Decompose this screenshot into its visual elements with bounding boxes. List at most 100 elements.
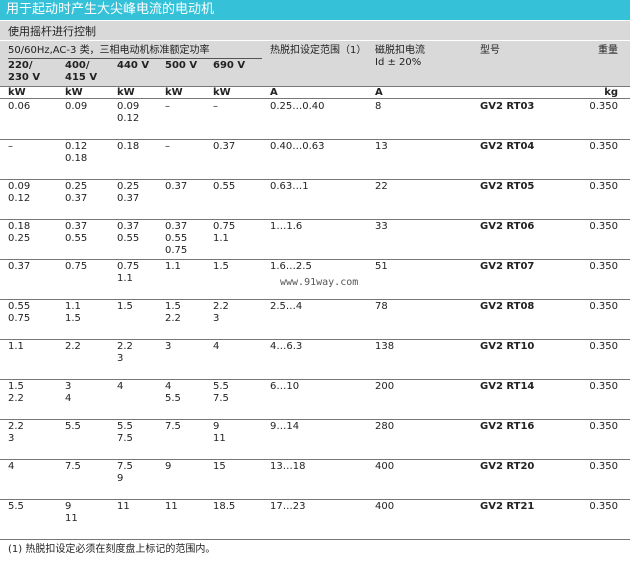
- cell: 0.09: [8, 181, 31, 192]
- row-divider: [0, 259, 630, 260]
- unit: kW: [213, 87, 231, 98]
- cell: 9…14: [270, 421, 300, 432]
- cell: 1.1: [213, 233, 229, 244]
- cell: 0.37: [165, 181, 188, 192]
- cell: 0.09: [65, 101, 88, 112]
- unit: kW: [117, 87, 135, 98]
- column-header: 230 V: [8, 72, 41, 83]
- footnote: (1) 热脱扣设定必须在刻度盘上标记的范围内。: [8, 544, 216, 555]
- cell: 5.5: [65, 421, 81, 432]
- cell: 400: [375, 461, 395, 472]
- header-band: [0, 21, 630, 86]
- group-underline: [8, 58, 262, 59]
- cell: 7.5: [117, 461, 133, 472]
- cell: 2.2: [165, 313, 181, 324]
- cell: 0.350: [589, 421, 618, 432]
- cell: 3: [65, 381, 72, 392]
- cell: 1.5: [213, 261, 229, 272]
- cell: 3: [165, 341, 172, 352]
- cell: 1.5: [165, 301, 181, 312]
- cell: 2.2: [117, 341, 133, 352]
- cell: 9: [65, 501, 72, 512]
- cell: 5.5: [117, 421, 133, 432]
- title: 用于起动时产生大尖峰电流的电动机: [6, 2, 215, 17]
- cell: 0.55: [8, 301, 31, 312]
- cell: GV2 RT05: [480, 181, 535, 192]
- watermark: www.91way.com: [280, 277, 359, 288]
- cell: 0.37: [117, 221, 140, 232]
- cell: 1.5: [8, 381, 24, 392]
- unit: kW: [165, 87, 183, 98]
- cell: 0.12: [117, 113, 140, 124]
- column-header: 重量: [598, 45, 618, 56]
- row-divider: [0, 539, 630, 540]
- cell: 22: [375, 181, 388, 192]
- cell: GV2 RT21: [480, 501, 535, 512]
- row-divider: [0, 219, 630, 220]
- cell: 4: [117, 381, 124, 392]
- row-divider: [0, 379, 630, 380]
- cell: 4: [65, 393, 72, 404]
- cell: GV2 RT08: [480, 301, 535, 312]
- cell: GV2 RT03: [480, 101, 535, 112]
- cell: 1.6…2.5: [270, 261, 312, 272]
- cell: 200: [375, 381, 395, 392]
- cell: 2.2: [65, 341, 81, 352]
- cell: 0.75: [8, 313, 31, 324]
- cell: 0.350: [589, 341, 618, 352]
- cell: 1.5: [117, 301, 133, 312]
- cell: 11: [165, 501, 178, 512]
- cell: 3: [117, 353, 124, 364]
- cell: 11: [117, 501, 130, 512]
- cell: 15: [213, 461, 226, 472]
- unit: A: [375, 87, 383, 98]
- cell: 138: [375, 341, 395, 352]
- column-header: 400/: [65, 60, 90, 71]
- cell: 1.1: [65, 301, 81, 312]
- cell: GV2 RT14: [480, 381, 535, 392]
- cell: 0.37: [117, 193, 140, 204]
- column-header: 热脱扣设定范围（1）: [270, 45, 367, 56]
- unit: kW: [65, 87, 83, 98]
- unit: kW: [8, 87, 26, 98]
- cell: 0.25…0.40: [270, 101, 325, 112]
- cell: 4: [165, 381, 172, 392]
- cell: –: [8, 141, 13, 152]
- group-header: 50/60Hz,AC-3 类，三相电动机标准额定功率: [8, 45, 210, 56]
- cell: 0.350: [589, 381, 618, 392]
- cell: 1.1: [8, 341, 24, 352]
- cell: 1.1: [117, 273, 133, 284]
- cell: 5.5: [165, 393, 181, 404]
- cell: 1.1: [165, 261, 181, 272]
- cell: GV2 RT07: [480, 261, 535, 272]
- cell: 18.5: [213, 501, 236, 512]
- cell: 0.12: [8, 193, 31, 204]
- cell: 0.75: [65, 261, 88, 272]
- cell: 0.63…1: [270, 181, 309, 192]
- cell: 11: [213, 433, 226, 444]
- unit: A: [270, 87, 278, 98]
- cell: 13…18: [270, 461, 306, 472]
- cell: –: [165, 101, 170, 112]
- row-divider: [0, 299, 630, 300]
- cell: 0.09: [117, 101, 140, 112]
- divider: [0, 98, 630, 99]
- cell: 0.40…0.63: [270, 141, 325, 152]
- cell: GV2 RT04: [480, 141, 535, 152]
- row-divider: [0, 459, 630, 460]
- cell: 0.350: [589, 261, 618, 272]
- cell: 0.37: [213, 141, 236, 152]
- cell: 5.5: [213, 381, 229, 392]
- cell: 280: [375, 421, 395, 432]
- cell: 7.5: [117, 433, 133, 444]
- cell: 0.37: [65, 193, 88, 204]
- cell: 13: [375, 141, 388, 152]
- cell: 0.18: [8, 221, 31, 232]
- cell: 2.2: [8, 421, 24, 432]
- cell: 0.75: [165, 245, 188, 256]
- row-divider: [0, 339, 630, 340]
- cell: 51: [375, 261, 388, 272]
- column-header: 690 V: [213, 60, 246, 71]
- column-header: 型号: [480, 45, 500, 56]
